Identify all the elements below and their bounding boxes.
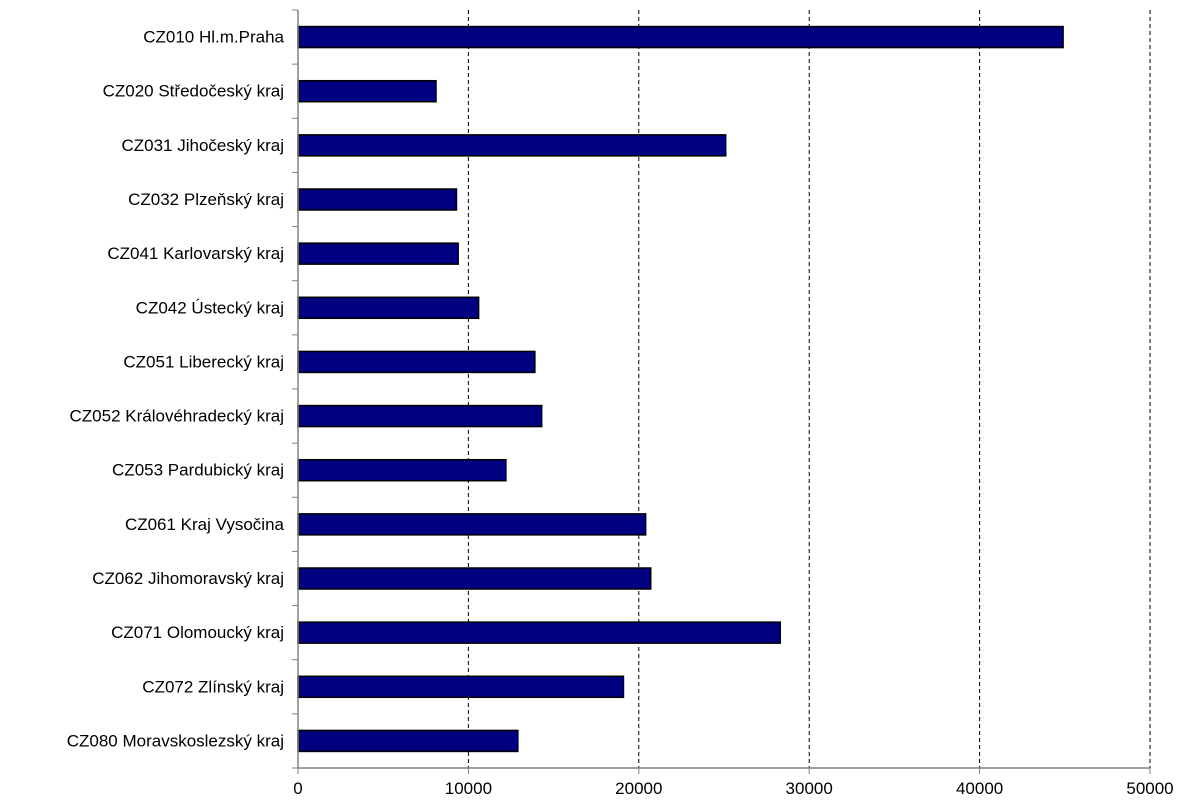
- category-label: CZ042 Ústecký kraj: [136, 298, 284, 317]
- bar: [297, 675, 625, 699]
- gridlines: [467, 10, 1151, 768]
- category-label: CZ041 Karlovarský kraj: [107, 244, 284, 263]
- bar: [297, 621, 781, 644]
- bar: [297, 25, 1064, 49]
- category-label: CZ062 Jihomoravský kraj: [92, 569, 284, 588]
- labels: CZ010 Hl.m.Praha CZ020 Středočeský kraj CZ…: [67, 28, 1174, 798]
- bar: [297, 513, 647, 536]
- bar: [297, 242, 459, 265]
- category-label: CZ020 Středočeský kraj: [103, 82, 284, 101]
- category-label: CZ032 Plzeňský kraj: [128, 190, 284, 209]
- x-tick-label: 30000: [786, 779, 833, 798]
- category-label: CZ051 Liberecký kraj: [123, 352, 284, 371]
- category-label: CZ072 Zlínský kraj: [142, 677, 284, 696]
- category-label: CZ080 Moravskoslezský kraj: [67, 731, 284, 750]
- bar: [297, 188, 458, 211]
- x-tick-label: 10000: [445, 779, 492, 798]
- bar: [297, 458, 507, 482]
- bar: [297, 404, 543, 428]
- bar: [297, 134, 727, 157]
- bars: [297, 25, 1064, 753]
- axes: [292, 9, 1151, 774]
- bar: [297, 79, 437, 103]
- category-label: CZ031 Jihočeský kraj: [121, 136, 284, 155]
- bar: [297, 567, 652, 590]
- x-tick-label: 20000: [615, 779, 662, 798]
- x-tick-label: 50000: [1126, 779, 1173, 798]
- category-label: CZ061 Kraj Vysočina: [125, 515, 285, 534]
- category-label: CZ071 Olomoucký kraj: [111, 623, 284, 642]
- category-label: CZ052 Královéhradecký kraj: [70, 407, 284, 426]
- x-tick-label: 0: [293, 779, 302, 798]
- x-tick-label: 40000: [956, 779, 1003, 798]
- bar: [297, 729, 519, 753]
- bar: [297, 350, 536, 374]
- bar: [297, 296, 480, 320]
- category-label: CZ053 Pardubický kraj: [112, 461, 284, 480]
- category-label: CZ010 Hl.m.Praha: [143, 28, 284, 47]
